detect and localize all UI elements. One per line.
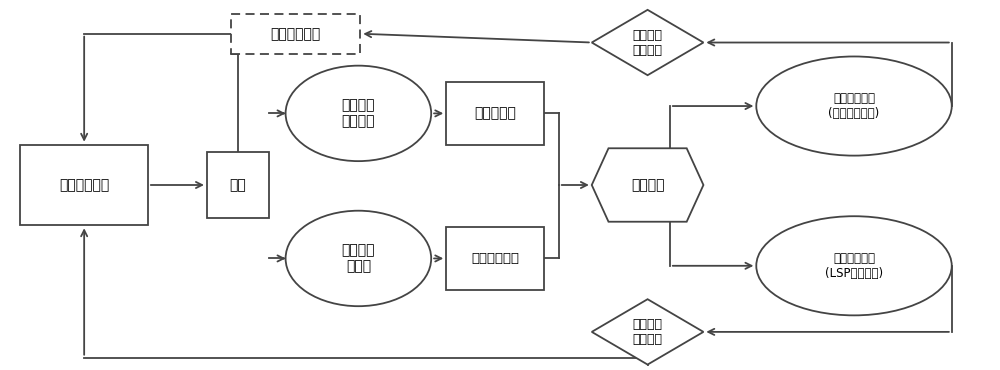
Ellipse shape <box>756 57 952 156</box>
FancyBboxPatch shape <box>207 152 269 218</box>
Text: 在线反馈
参数调节: 在线反馈 参数调节 <box>633 28 663 57</box>
FancyBboxPatch shape <box>446 82 544 145</box>
Text: 产品制造装备: 产品制造装备 <box>270 27 321 41</box>
Text: 激光冲击信息
(LSP在线监测): 激光冲击信息 (LSP在线监测) <box>825 252 883 280</box>
Ellipse shape <box>756 216 952 315</box>
Polygon shape <box>592 148 703 222</box>
Text: 工件: 工件 <box>229 178 246 192</box>
Polygon shape <box>592 299 703 364</box>
Ellipse shape <box>286 65 431 161</box>
Text: 诱发超声
波信号: 诱发超声 波信号 <box>342 243 375 273</box>
Polygon shape <box>592 10 703 75</box>
Text: 高能脉冲激光: 高能脉冲激光 <box>59 178 109 192</box>
FancyBboxPatch shape <box>231 14 360 54</box>
Text: 在线反馈
参数调节: 在线反馈 参数调节 <box>633 318 663 346</box>
Text: 数据读出系统: 数据读出系统 <box>471 252 519 265</box>
Text: 传感器系统: 传感器系统 <box>474 107 516 120</box>
Text: 激光冲击
强化表面: 激光冲击 强化表面 <box>342 98 375 128</box>
Ellipse shape <box>286 211 431 306</box>
FancyBboxPatch shape <box>446 227 544 290</box>
Text: 工件内部信息
(工件在线监测): 工件内部信息 (工件在线监测) <box>828 92 880 120</box>
Text: 中控系统: 中控系统 <box>631 178 664 192</box>
FancyBboxPatch shape <box>20 145 148 225</box>
